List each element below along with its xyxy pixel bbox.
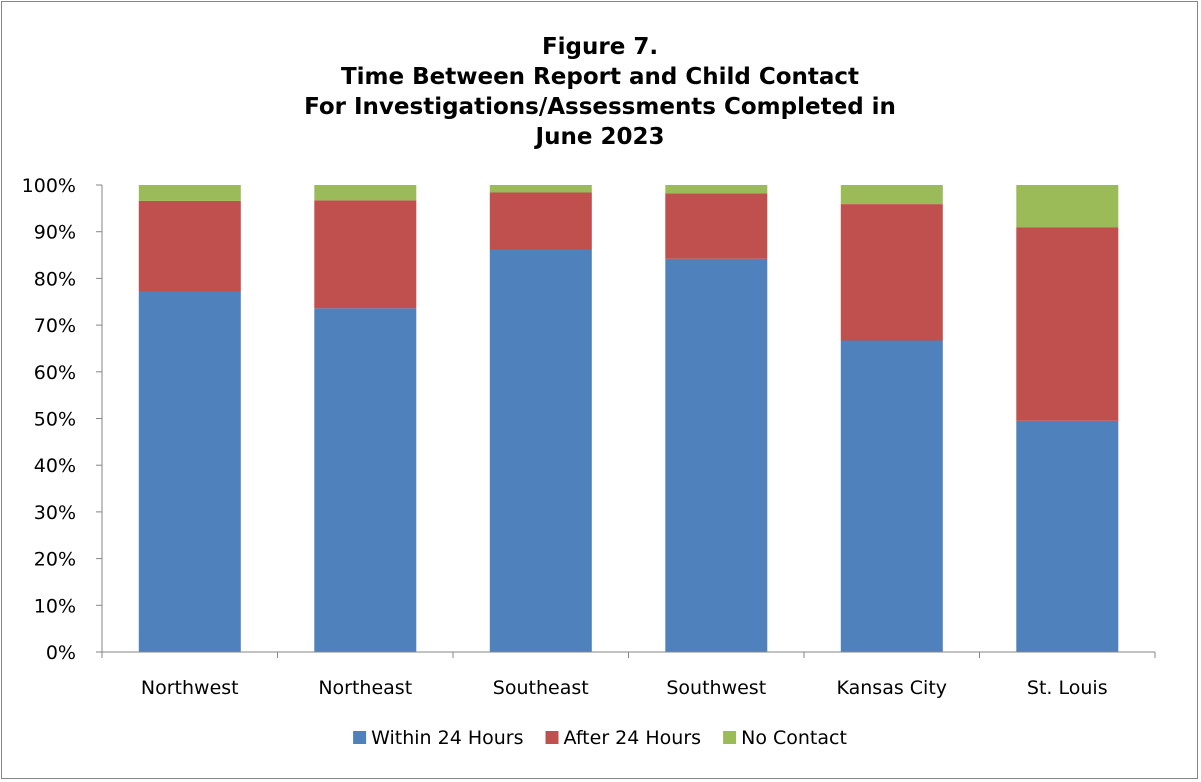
title-line-4: June 2023 <box>534 124 665 150</box>
x-category-label: Kansas City <box>836 677 947 699</box>
legend-label: After 24 Hours <box>564 727 702 749</box>
legend-label: Within 24 Hours <box>371 727 523 749</box>
y-tick-label: 100% <box>22 175 76 197</box>
title-line-1: Figure 7. <box>542 34 658 60</box>
axes-layer <box>101 185 1155 653</box>
y-tick-label: 0% <box>46 642 76 664</box>
legend-label: No Contact <box>741 727 847 749</box>
title-line-3: For Investigations/Assessments Completed… <box>304 94 896 120</box>
y-tick-label: 70% <box>34 315 76 337</box>
x-category-label: Northeast <box>318 677 412 699</box>
y-tick-labels: 0% 10% 20% 30% 40% 50% 60% 70% 80% 90% 100% <box>22 175 102 664</box>
bar-no-contact-kansas-city <box>840 185 943 205</box>
y-tick-label: 30% <box>34 502 76 524</box>
bar-no-contact-southeast <box>489 185 592 193</box>
legend-item: No Contact <box>723 727 847 749</box>
x-category-label: Southeast <box>493 677 589 699</box>
bar-no-contact-st-louis <box>1016 185 1119 228</box>
bars-layer <box>138 185 1119 652</box>
x-category-label: St. Louis <box>1027 677 1108 699</box>
bar-no-contact-northeast <box>314 185 417 201</box>
bar-after-24-hours-northeast <box>314 200 417 309</box>
legend-item: After 24 Hours <box>545 727 702 749</box>
bar-no-contact-southwest <box>665 185 768 194</box>
bar-after-24-hours-st-louis <box>1016 227 1119 421</box>
bar-within-24-hours-kansas-city <box>840 340 943 652</box>
x-category-label: Northwest <box>141 677 239 699</box>
bar-no-contact-northwest <box>138 185 241 201</box>
bar-after-24-hours-southwest <box>665 193 768 259</box>
legend-item: Within 24 Hours <box>353 727 523 749</box>
bar-within-24-hours-northeast <box>314 308 417 652</box>
legend-swatch <box>353 731 367 744</box>
bar-within-24-hours-st-louis <box>1016 420 1119 652</box>
title-line-2: Time Between Report and Child Contact <box>341 64 859 90</box>
bar-after-24-hours-southeast <box>489 192 592 250</box>
y-tick-label: 10% <box>34 595 76 617</box>
y-tick-label: 90% <box>34 222 76 244</box>
y-tick-label: 60% <box>34 362 76 384</box>
bar-within-24-hours-southwest <box>665 258 768 652</box>
bar-after-24-hours-northwest <box>138 200 241 292</box>
legend: Within 24 Hours After 24 Hours No Contact <box>353 727 847 749</box>
y-tick-label: 40% <box>34 455 76 477</box>
y-tick-label: 50% <box>34 409 76 431</box>
bar-after-24-hours-kansas-city <box>840 204 943 341</box>
x-category-label: Southwest <box>666 677 766 699</box>
bar-within-24-hours-southeast <box>489 249 592 652</box>
bar-within-24-hours-northwest <box>138 291 241 652</box>
chart-title: Figure 7. Time Between Report and Child … <box>304 34 896 150</box>
y-tick-label: 80% <box>34 268 76 290</box>
legend-swatch <box>723 731 737 744</box>
y-tick-label: 20% <box>34 549 76 571</box>
legend-swatch <box>545 731 559 744</box>
x-category-labels: Northwest Northeast Southeast Southwest Kans… <box>101 652 1156 699</box>
